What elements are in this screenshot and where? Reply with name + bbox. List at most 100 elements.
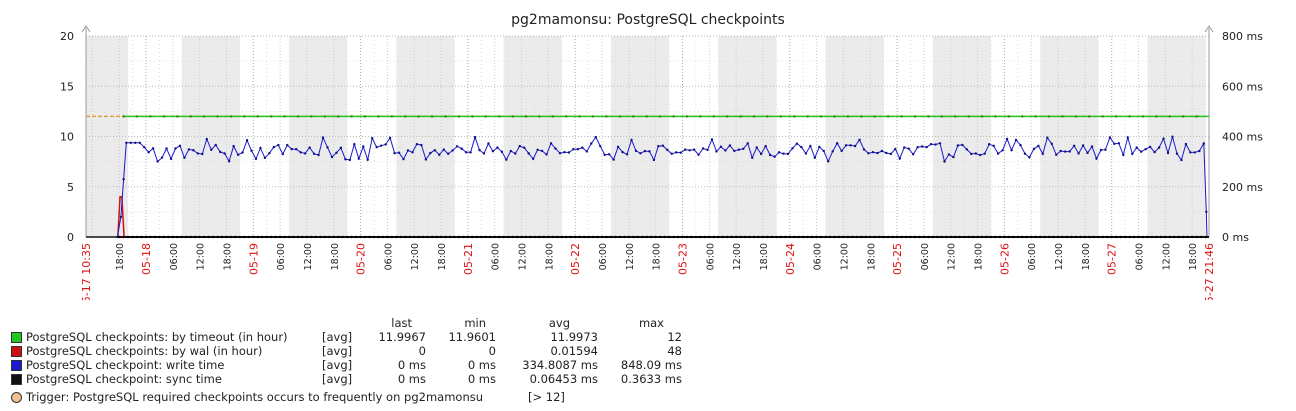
legend-row-fn: [avg]	[322, 372, 353, 386]
series-sync-time-point	[404, 235, 407, 239]
series-write-time-point	[728, 144, 732, 147]
series-write-time-point	[424, 158, 428, 161]
series-sync-time-point	[591, 235, 595, 239]
series-sync-time-point	[717, 235, 720, 239]
y-tick-label: 0	[67, 231, 74, 244]
series-write-time-point	[254, 157, 258, 161]
series-write-time-point	[286, 143, 289, 147]
series-sync-time-point	[967, 235, 970, 239]
series-timeout-point	[296, 115, 300, 118]
series-write-time-point	[330, 155, 334, 159]
series-sync-time-point	[328, 235, 331, 239]
series-sync-time-point	[515, 235, 519, 239]
series-sync-time-point	[1088, 235, 1091, 239]
series-sync-time-point	[448, 235, 452, 239]
series-write-time-point	[831, 150, 834, 153]
series-write-time-point	[178, 144, 182, 147]
legend-swatch	[11, 374, 22, 385]
x-tick-label: 12:00	[1161, 243, 1172, 270]
series-write-time-point	[733, 149, 736, 153]
series-write-time-point	[496, 146, 499, 149]
series-sync-time-point	[757, 235, 760, 239]
x-tick-label: 06:00	[1135, 243, 1146, 270]
trigger-value: [> 12]	[528, 390, 565, 404]
series-timeout-point	[752, 115, 756, 118]
series-sync-time-point	[372, 235, 376, 239]
series-sync-time-point	[345, 235, 349, 239]
series-sync-time-point	[185, 235, 188, 239]
series-write-time-point	[1046, 136, 1049, 139]
legend-row-label: PostgreSQL checkpoints: by wal (in hour)	[26, 344, 263, 358]
series-write-time-point	[572, 147, 575, 151]
series-write-time-point	[692, 148, 696, 151]
x-tick-label: 12:00	[410, 243, 421, 270]
series-lines	[86, 115, 1209, 239]
series-write-time-point	[907, 147, 910, 150]
series-sync-time-point	[296, 235, 300, 239]
series-write-time-point	[1050, 142, 1053, 146]
series-sync-time-point	[1114, 235, 1118, 239]
series-sync-time-point	[247, 235, 251, 239]
series-write-time-point	[759, 152, 763, 156]
y-right-tick-label: 800 ms	[1222, 30, 1263, 43]
series-write-time-point	[880, 149, 884, 153]
series-timeout-point	[471, 115, 474, 118]
series-timeout-point	[940, 115, 943, 118]
series-write-time-point	[630, 138, 633, 142]
series-sync-time-point	[511, 235, 514, 239]
series-write-time-point	[943, 160, 946, 163]
series-sync-time-point	[520, 235, 523, 239]
series-write-time-point	[567, 151, 571, 154]
series-sync-time-point	[229, 235, 233, 239]
series-sync-time-point	[1038, 235, 1042, 239]
series-write-time-point	[581, 146, 584, 149]
series-write-time-point	[138, 141, 141, 144]
series-sync-time-point	[1012, 235, 1015, 239]
series-sync-time-point	[846, 235, 850, 239]
series-sync-time-point	[386, 235, 389, 239]
series-write-time-point	[147, 151, 150, 154]
series-sync-time-point	[301, 235, 304, 239]
series-sync-time-point	[323, 235, 327, 239]
series-write-time-point	[371, 136, 374, 140]
series-timeout-point	[404, 115, 407, 118]
series-write-time-point	[929, 142, 933, 146]
x-tick-label: 12:00	[625, 243, 636, 270]
series-timeout-point	[725, 115, 729, 118]
series-sync-time-point	[117, 235, 121, 239]
series-sync-time-point	[743, 235, 747, 239]
series-sync-time-point	[940, 235, 943, 239]
series-write-time-point	[563, 150, 566, 154]
series-write-time-point	[594, 135, 597, 139]
series-write-time-point	[1139, 150, 1143, 153]
series-timeout-point	[135, 115, 139, 118]
series-sync-time-point	[1128, 235, 1131, 239]
y-right-tick-label: 600 ms	[1222, 80, 1263, 93]
series-write-time-point	[1055, 153, 1058, 156]
y-axis-left-labels: 20 15 10 5 0	[60, 30, 74, 244]
legend-header-last: last	[391, 316, 412, 330]
series-write-time-point	[920, 145, 924, 148]
series-sync-time-point	[462, 235, 465, 239]
series-sync-time-point	[1083, 235, 1087, 239]
series-write-time-point	[500, 150, 504, 153]
series-timeout-point	[457, 115, 461, 118]
series-sync-time-point	[721, 235, 724, 239]
series-timeout-point	[1128, 115, 1131, 118]
series-write-time-point	[800, 145, 803, 149]
series-timeout-point	[1141, 115, 1145, 118]
series-write-time-point	[1193, 151, 1197, 154]
series-sync-time-point	[538, 235, 541, 239]
series-timeout-point	[444, 115, 447, 118]
series-sync-time-point	[533, 235, 537, 239]
series-write-time-point	[303, 152, 307, 155]
series-timeout-point	[967, 115, 970, 118]
series-sync-time-point	[158, 235, 161, 239]
y-tick-label: 15	[60, 80, 74, 93]
x-date-label: 05-21	[462, 243, 475, 275]
series-write-time-point	[1126, 136, 1129, 139]
series-sync-time-point	[703, 235, 707, 239]
x-date-label: 05-27 21:46	[1203, 243, 1216, 300]
series-write-time-point	[858, 138, 861, 142]
legend-row-last: 0 ms	[397, 358, 426, 372]
